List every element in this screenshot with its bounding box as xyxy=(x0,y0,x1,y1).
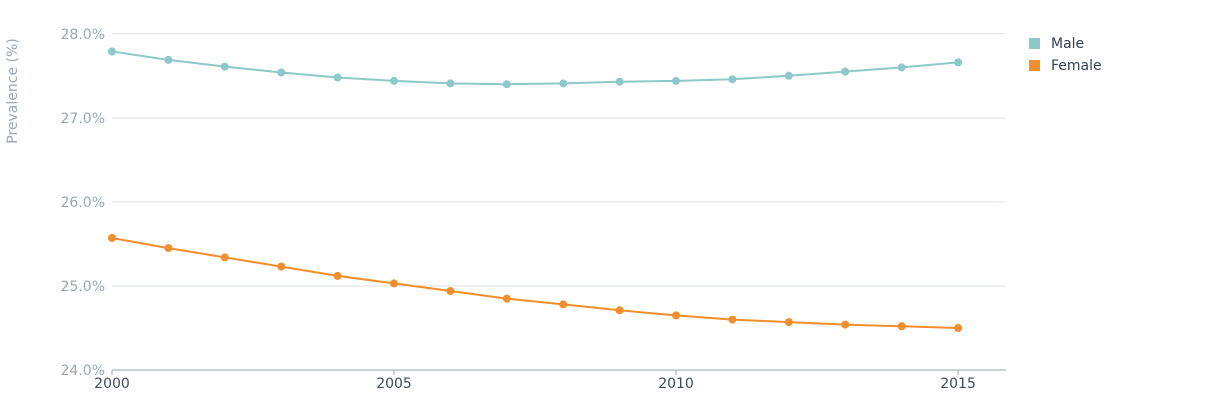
female-data-point xyxy=(897,322,906,331)
male-series-line xyxy=(111,50,960,86)
female-data-point xyxy=(784,318,793,327)
y-tick-label: 25.0% xyxy=(61,279,105,295)
legend-swatch-female xyxy=(1029,60,1040,71)
series xyxy=(108,47,963,332)
female-data-point xyxy=(502,294,511,303)
y-tick-label: 26.0% xyxy=(61,195,105,211)
male-data-point xyxy=(954,58,963,67)
female-data-point xyxy=(164,244,173,253)
legend-label-female: Female xyxy=(1051,58,1102,74)
female-data-point xyxy=(446,287,455,295)
legend-label-male: Male xyxy=(1051,36,1084,52)
male-data-point xyxy=(446,79,455,88)
y-tick-label: 24.0% xyxy=(61,363,105,379)
male-data-point xyxy=(220,62,229,71)
male-data-point xyxy=(333,73,342,82)
male-data-point xyxy=(277,68,286,77)
female-data-point xyxy=(390,279,398,288)
male-data-point xyxy=(841,67,850,76)
male-data-point xyxy=(897,63,906,72)
male-data-point xyxy=(559,79,568,88)
male-data-point xyxy=(728,75,737,84)
female-data-point xyxy=(108,234,116,242)
female-data-point xyxy=(841,320,850,329)
y-axis-title: Prevalence (%) xyxy=(5,38,21,144)
female-data-point xyxy=(559,300,568,309)
male-data-point xyxy=(672,76,680,85)
female-data-point xyxy=(277,262,286,271)
female-data-point xyxy=(615,306,624,315)
x-tick-label: 2000 xyxy=(94,376,130,392)
y-tick-label: 28.0% xyxy=(61,27,105,43)
female-data-point xyxy=(954,324,963,332)
legend-swatch-male xyxy=(1029,38,1040,49)
male-data-point xyxy=(615,77,624,86)
gridlines xyxy=(112,33,1006,371)
male-data-point xyxy=(390,76,398,85)
x-tick-label: 2010 xyxy=(658,376,694,392)
male-data-point xyxy=(108,47,116,56)
legend: Male Female xyxy=(1029,36,1102,74)
female-data-point xyxy=(728,315,737,324)
male-data-point xyxy=(784,71,793,80)
y-tick-label: 27.0% xyxy=(61,111,105,127)
x-tick-label: 2005 xyxy=(376,376,412,392)
female-series-line xyxy=(111,237,960,329)
x-tick-label: 2015 xyxy=(940,376,976,392)
axes: 24.0% 25.0% 26.0% 27.0% 28.0% 2000 2005 2010 201… xyxy=(61,27,976,392)
male-data-point xyxy=(164,55,173,64)
female-data-point xyxy=(220,253,229,262)
female-data-point xyxy=(333,271,342,280)
female-data-point xyxy=(672,311,680,320)
male-data-point xyxy=(502,80,511,89)
